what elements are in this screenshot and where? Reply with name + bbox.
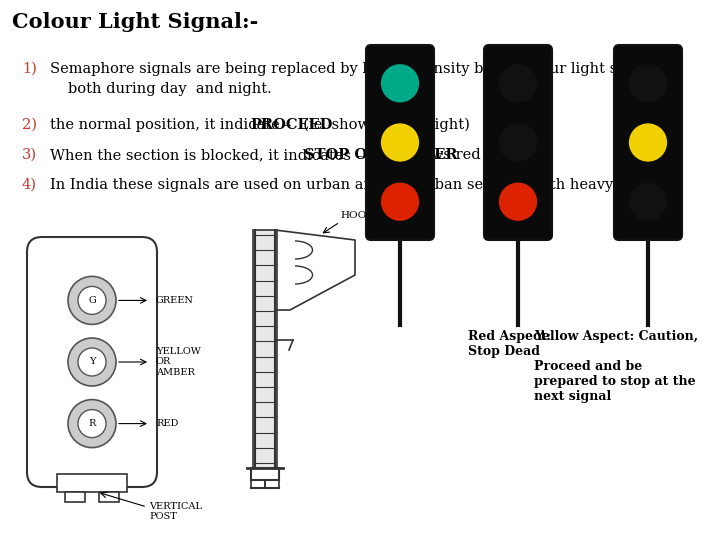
Circle shape	[381, 123, 419, 161]
Text: Colour Light Signal:-: Colour Light Signal:-	[12, 12, 258, 32]
Text: Yellow Aspect: Caution,

Proceed and be
prepared to stop at the
next signal: Yellow Aspect: Caution, Proceed and be p…	[534, 330, 698, 403]
Circle shape	[629, 183, 667, 221]
Text: HOOD: HOOD	[340, 211, 374, 220]
Bar	[99, 492, 119, 502]
Circle shape	[381, 183, 419, 221]
Text: YELLOW
OR
AMBER: YELLOW OR AMBER	[156, 347, 201, 377]
Bar	[253, 230, 277, 468]
Text: G: G	[88, 296, 96, 305]
Text: (ie. shows green light): (ie. shows green light)	[294, 118, 470, 132]
Circle shape	[499, 123, 537, 161]
Text: Semaphore signals are being replaced by high  intensity beam colour light signal: Semaphore signals are being replaced by …	[50, 62, 662, 76]
Text: R: R	[89, 419, 96, 428]
Circle shape	[381, 64, 419, 103]
Text: PROCEED: PROCEED	[251, 118, 333, 132]
Circle shape	[629, 64, 667, 103]
Bar	[65, 492, 85, 502]
Circle shape	[68, 400, 116, 448]
Text: Red Aspect:
Stop Dead: Red Aspect: Stop Dead	[468, 330, 551, 358]
Text: When the section is blocked, it indicates –: When the section is blocked, it indicate…	[50, 148, 363, 162]
FancyBboxPatch shape	[484, 45, 552, 240]
Circle shape	[78, 286, 106, 314]
Circle shape	[499, 183, 537, 221]
Text: ( shows red  light): ( shows red light)	[390, 148, 530, 163]
Circle shape	[629, 123, 667, 161]
Circle shape	[499, 64, 537, 103]
Text: 1): 1)	[22, 62, 37, 76]
Text: VERTICAL
POST: VERTICAL POST	[149, 502, 202, 522]
Text: the normal position, it indicate –: the normal position, it indicate –	[50, 118, 292, 132]
Text: 2): 2)	[22, 118, 37, 132]
Bar	[57, 474, 127, 492]
FancyBboxPatch shape	[366, 45, 434, 240]
Text: GREEN: GREEN	[156, 296, 194, 305]
Text: 3): 3)	[22, 148, 37, 162]
FancyBboxPatch shape	[27, 237, 157, 487]
Text: STOP OR DANGER: STOP OR DANGER	[304, 148, 457, 162]
Circle shape	[68, 338, 116, 386]
Text: Y: Y	[89, 357, 95, 367]
Text: 4): 4)	[22, 178, 37, 192]
Circle shape	[78, 410, 106, 437]
Circle shape	[78, 348, 106, 376]
FancyBboxPatch shape	[614, 45, 682, 240]
Text: RED: RED	[156, 419, 179, 428]
Text: In India these signals are used on urban and sub-urban sections with heavy traff: In India these signals are used on urban…	[50, 178, 668, 192]
Circle shape	[68, 276, 116, 325]
Text: both during day  and night.: both during day and night.	[68, 82, 271, 96]
